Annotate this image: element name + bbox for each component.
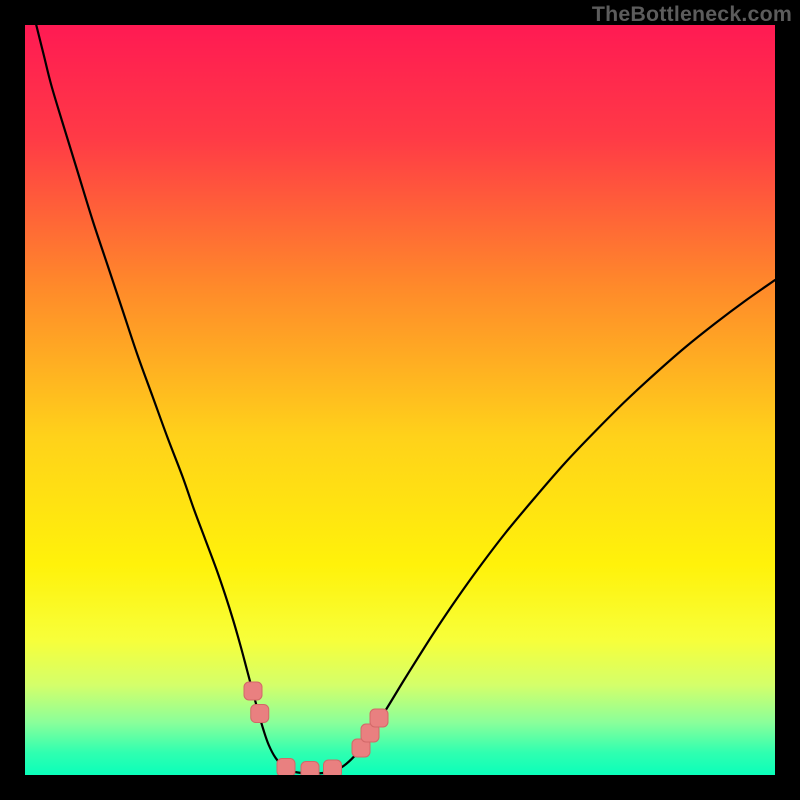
data-marker bbox=[244, 682, 262, 700]
chart-frame: TheBottleneck.com bbox=[0, 0, 800, 800]
data-marker bbox=[324, 760, 342, 775]
plot-svg bbox=[25, 25, 775, 775]
data-marker bbox=[370, 709, 388, 727]
data-marker bbox=[301, 762, 319, 776]
watermark-text: TheBottleneck.com bbox=[592, 2, 792, 27]
gradient-background bbox=[25, 25, 775, 775]
data-marker bbox=[277, 759, 295, 776]
data-marker bbox=[251, 705, 269, 723]
plot-area bbox=[25, 25, 775, 775]
